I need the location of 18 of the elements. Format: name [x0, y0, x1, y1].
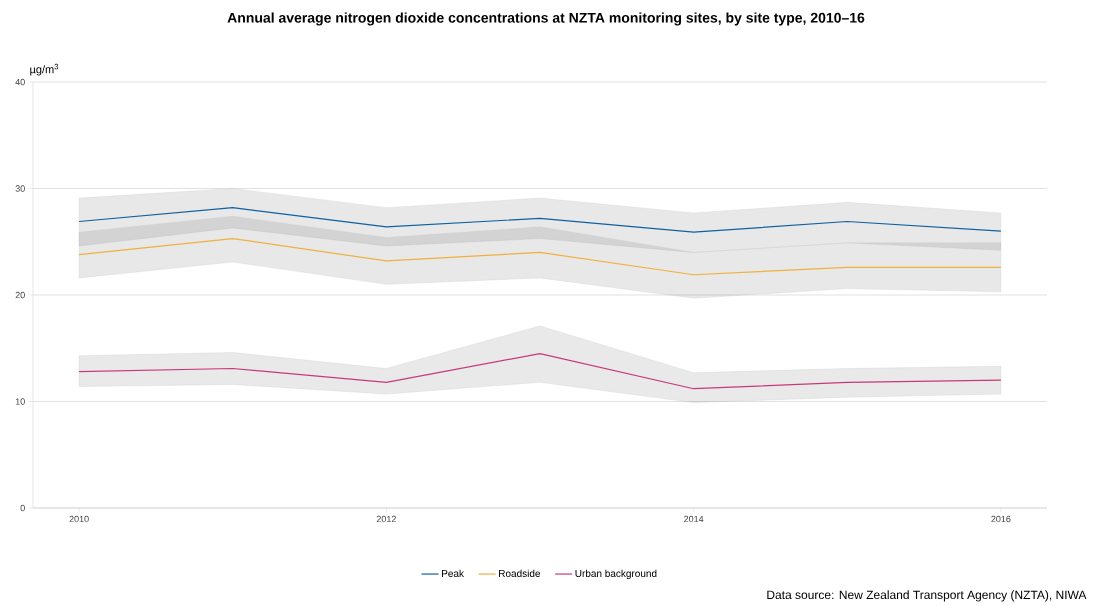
line-series [78, 207, 1002, 233]
chart-title: Annual average nitrogen dioxide concentrations at NZTA monitoring sites, by site type, 2010–16 [227, 12, 865, 26]
y-tick-label: 40 [15, 78, 25, 86]
legend-label: Urban background [575, 569, 657, 579]
y-tick-label: 20 [15, 291, 25, 299]
source-note: Data source: New Zealand Transport Agency (NZTA), NIWA [767, 590, 1087, 602]
y-tick-label: 0 [20, 504, 25, 512]
x-tick-label: 2016 [991, 515, 1011, 523]
x-tick-label: 2014 [684, 515, 704, 523]
x-tick-label: 2010 [69, 515, 89, 523]
legend-label: Roadside [499, 569, 541, 577]
line-series [78, 352, 1002, 390]
y-tick-label: 10 [15, 398, 25, 405]
line-series [78, 237, 1002, 276]
y-tick-label: 30 [15, 185, 25, 192]
x-tick-label: 2012 [376, 515, 396, 523]
legend-label: Peak [442, 569, 464, 577]
y-axis-title: µg/m$^{3}$ [30, 63, 59, 76]
